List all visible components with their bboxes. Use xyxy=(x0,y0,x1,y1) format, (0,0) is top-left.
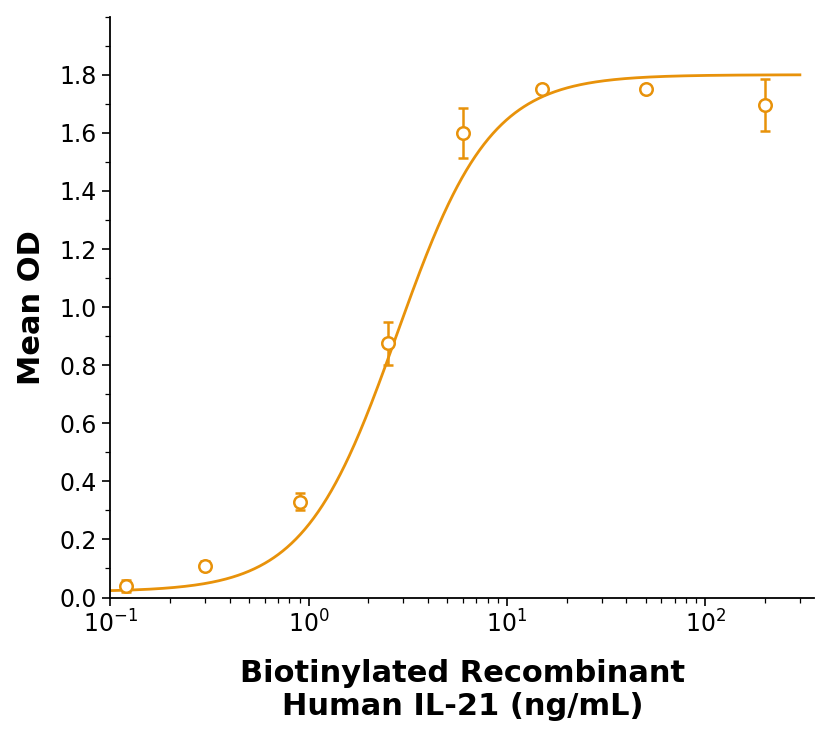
X-axis label: Biotinylated Recombinant
Human IL-21 (ng/mL): Biotinylated Recombinant Human IL-21 (ng… xyxy=(239,659,685,721)
Y-axis label: Mean OD: Mean OD xyxy=(17,230,46,384)
